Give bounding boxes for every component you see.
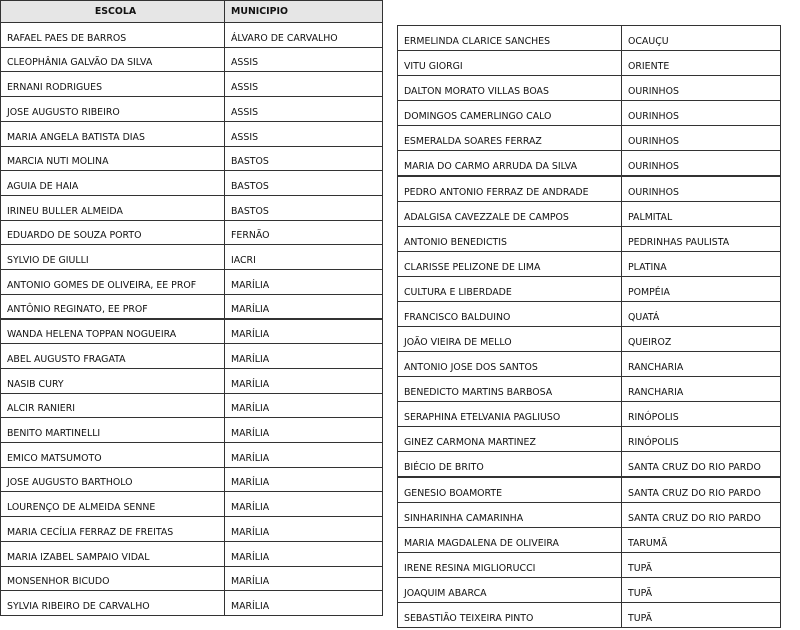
table-cell: PALMITAL (621, 200, 781, 227)
table-cell: RINÓPOLIS (621, 401, 781, 428)
table-cell: MARÍLIA (224, 540, 383, 567)
table-cell: OURINHOS (621, 100, 781, 127)
table-cell: ÁLVARO DE CARVALHO (224, 22, 383, 48)
table-cell: OURINHOS (621, 150, 781, 177)
table-cell: MARÍLIA (224, 565, 383, 592)
table-cell: ANTONIO BENEDICTIS (397, 225, 622, 252)
table-cell: MARÍLIA (224, 417, 383, 444)
table-cell: BASTOS (224, 170, 383, 196)
table-cell: ASSIS (224, 120, 383, 147)
table-cell: BIÉCIO DE BRITO (397, 451, 622, 478)
table-cell: IACRI (224, 244, 383, 271)
table-cell: ANTÔNIO REGINATO, EE PROF (0, 293, 225, 320)
table-cell: ASSIS (224, 71, 383, 98)
table-cell: POMPÉIA (621, 275, 781, 302)
table-cell: RANCHARIA (621, 376, 781, 403)
table-cell: PEDRO ANTONIO FERRAZ DE ANDRADE (397, 175, 622, 202)
table-cell: CLEOPHÂNIA GALVÃO DA SILVA (0, 46, 225, 73)
table-cell: MARÍLIA (224, 466, 383, 493)
table-cell: VITU GIORGI (397, 50, 622, 77)
header-cell: MUNICIPIO (224, 0, 383, 23)
table-cell: ADALGISA CAVEZZALE DE CAMPOS (397, 200, 622, 227)
table-cell: SINHARINHA CAMARINHA (397, 501, 622, 528)
table-cell: TUPÃ (621, 601, 781, 628)
table-cell: QUATÁ (621, 300, 781, 327)
table-cell: EDUARDO DE SOUZA PORTO (0, 219, 225, 246)
table-cell: MARÍLIA (224, 590, 383, 616)
table-cell: MARÍLIA (224, 491, 383, 518)
table-cell: MARÍLIA (224, 367, 383, 394)
table-cell: PEDRINHAS PAULISTA (621, 225, 781, 252)
table-cell: CLARISSE PELIZONE DE LIMA (397, 250, 622, 277)
table-cell: BENITO MARTINELLI (0, 417, 225, 444)
table-cell: MARCIA NUTI MOLINA (0, 145, 225, 172)
table-cell: SANTA CRUZ DO RIO PARDO (621, 451, 781, 478)
table-cell: OURINHOS (621, 75, 781, 102)
table-cell: ASSIS (224, 46, 383, 73)
table-cell: ERNANI RODRIGUES (0, 71, 225, 98)
table-cell: WANDA HELENA TOPPAN NOGUEIRA (0, 318, 225, 345)
table-cell: TARUMÃ (621, 526, 781, 553)
table-cell: RINÓPOLIS (621, 426, 781, 453)
table-cell: ANTONIO GOMES DE OLIVEIRA, EE PROF (0, 269, 225, 295)
table-cell: NASIB CURY (0, 367, 225, 394)
table-cell: MARÍLIA (224, 343, 383, 369)
table-cell: IRINEU BULLER ALMEIDA (0, 194, 225, 221)
table-cell: QUEIROZ (621, 326, 781, 353)
table-cell: JOÃO VIEIRA DE MELLO (397, 326, 622, 353)
table-cell: OURINHOS (621, 125, 781, 152)
table-cell: MONSENHOR BICUDO (0, 565, 225, 592)
table-cell: BASTOS (224, 194, 383, 221)
table-cell: SANTA CRUZ DO RIO PARDO (621, 476, 781, 503)
table-cell: EMICO MATSUMOTO (0, 442, 225, 468)
table-cell: PLATINA (621, 250, 781, 277)
table-cell: BASTOS (224, 145, 383, 172)
table-cell: MARIA CECÍLIA FERRAZ DE FREITAS (0, 516, 225, 542)
table-cell: MARÍLIA (224, 392, 383, 419)
table-cell: JOSE AUGUSTO BARTHOLO (0, 466, 225, 493)
table-cell: IRENE RESINA MIGLIORUCCI (397, 551, 622, 578)
table-cell: BENEDICTO MARTINS BARBOSA (397, 376, 622, 403)
table-cell: ERMELINDA CLARICE SANCHES (397, 25, 622, 52)
table-cell: SEBASTIÃO TEIXEIRA PINTO (397, 601, 622, 628)
table-cell: JOAQUIM ABARCA (397, 576, 622, 603)
table-cell: GENESIO BOAMORTE (397, 476, 622, 503)
table-cell: MARIA MAGDALENA DE OLIVEIRA (397, 526, 622, 553)
table-cell: LOURENÇO DE ALMEIDA SENNE (0, 491, 225, 518)
table-cell: TUPÃ (621, 576, 781, 603)
table-cell: MARIA DO CARMO ARRUDA DA SILVA (397, 150, 622, 177)
table-cell: ANTONIO JOSE DOS SANTOS (397, 351, 622, 378)
table-cell: MARIA ANGELA BATISTA DIAS (0, 120, 225, 147)
table-cell: ESMERALDA SOARES FERRAZ (397, 125, 622, 152)
table-cell: RAFAEL PAES DE BARROS (0, 22, 225, 48)
table-cell: MARÍLIA (224, 269, 383, 295)
table-cell: TUPÃ (621, 551, 781, 578)
table-cell: GINEZ CARMONA MARTINEZ (397, 426, 622, 453)
table-cell: SERAPHINA ETELVANIA PAGLIUSO (397, 401, 622, 428)
table-cell: ASSIS (224, 96, 383, 122)
table-cell: OCAUÇU (621, 25, 781, 52)
table-cell: MARÍLIA (224, 442, 383, 468)
table-cell: MARÍLIA (224, 516, 383, 542)
table-cell: CULTURA E LIBERDADE (397, 275, 622, 302)
table-cell: DOMINGOS CAMERLINGO CALO (397, 100, 622, 127)
table-cell: ALCIR RANIERI (0, 392, 225, 419)
table-cell: AGUIA DE HAIA (0, 170, 225, 196)
table-cell: DALTON MORATO VILLAS BOAS (397, 75, 622, 102)
table-cell: OURINHOS (621, 175, 781, 202)
table-cell: MARÍLIA (224, 293, 383, 320)
table-cell: MARÍLIA (224, 318, 383, 345)
table-cell: MARIA IZABEL SAMPAIO VIDAL (0, 540, 225, 567)
table-cell: ABEL AUGUSTO FRAGATA (0, 343, 225, 369)
table-cell: FERNÃO (224, 219, 383, 246)
table-cell: RANCHARIA (621, 351, 781, 378)
table-cell: JOSE AUGUSTO RIBEIRO (0, 96, 225, 122)
table-cell: ORIENTE (621, 50, 781, 77)
table-cell: SYLVIO DE GIULLI (0, 244, 225, 271)
table-cell: SANTA CRUZ DO RIO PARDO (621, 501, 781, 528)
table-cell: FRANCISCO BALDUINO (397, 300, 622, 327)
table-cell: SYLVIA RIBEIRO DE CARVALHO (0, 590, 225, 616)
header-cell: ESCOLA (0, 0, 225, 23)
